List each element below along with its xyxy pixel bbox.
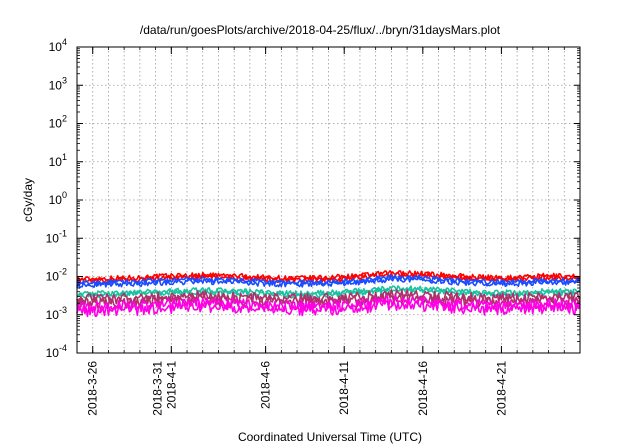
series-line	[76, 287, 581, 299]
y-tick-label: 101	[49, 152, 67, 169]
x-tick-label: 2018-3-31	[150, 361, 164, 416]
y-tick-label: 10-1	[46, 228, 67, 245]
plot-frame	[76, 46, 581, 354]
x-axis-label: Coordinated Universal Time (UTC)	[238, 430, 422, 444]
axes	[76, 46, 581, 354]
x-tick-label: 2018-4-1	[164, 361, 178, 409]
series-line	[76, 285, 581, 298]
series-line	[76, 299, 581, 318]
tick-labels: 10-4 10-3 10-2 10-1 100 101 102 103 104 2018-3-26…	[46, 37, 509, 416]
x-tick-label: 2018-4-16	[416, 361, 430, 416]
series-layer	[76, 269, 581, 318]
series-line	[76, 274, 581, 287]
y-tick-label: 104	[49, 37, 67, 54]
x-tick-label: 2018-4-11	[337, 361, 351, 415]
x-tick-label: 2018-4-21	[494, 361, 508, 416]
x-tick-label: 2018-3-26	[86, 361, 100, 416]
y-tick-label: 100	[49, 190, 67, 207]
y-tick-label: 102	[49, 114, 67, 131]
grid-lines	[77, 47, 580, 353]
series-line	[76, 276, 581, 289]
chart-title: /data/run/goesPlots/archive/2018-04-25/f…	[140, 23, 501, 37]
y-tick-label: 10-3	[46, 305, 67, 322]
y-tick-label: 10-4	[46, 343, 67, 360]
y-axis-label: cGy/day	[21, 178, 35, 222]
y-tick-label: 10-2	[46, 267, 67, 284]
y-tick-label: 103	[49, 75, 67, 92]
x-tick-label: 2018-4-6	[259, 361, 273, 409]
